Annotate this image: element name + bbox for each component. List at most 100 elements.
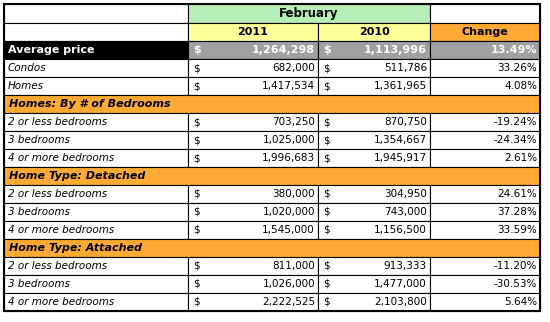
Text: $: $: [323, 135, 329, 145]
Text: Homes: By # of Bedrooms: Homes: By # of Bedrooms: [9, 99, 170, 109]
Bar: [188, 185, 318, 203]
Text: $: $: [323, 153, 329, 163]
Text: $: $: [323, 45, 331, 55]
Bar: [188, 257, 318, 275]
Text: 2010: 2010: [359, 27, 389, 37]
Bar: [430, 293, 540, 311]
Bar: [188, 113, 318, 131]
Bar: [4, 4, 188, 23]
Bar: [4, 149, 188, 167]
Text: 2011: 2011: [238, 27, 268, 37]
Bar: [4, 77, 188, 95]
Bar: [188, 59, 318, 77]
Text: 1,156,500: 1,156,500: [374, 225, 427, 235]
Bar: [430, 221, 540, 239]
Bar: [318, 293, 430, 311]
Bar: [4, 257, 188, 275]
Text: 682,000: 682,000: [272, 63, 315, 73]
Bar: [4, 203, 188, 221]
Text: 3 bedrooms: 3 bedrooms: [8, 207, 70, 217]
Bar: [430, 149, 540, 167]
Bar: [430, 23, 540, 41]
Text: 33.59%: 33.59%: [497, 225, 537, 235]
Text: 1,113,996: 1,113,996: [364, 45, 427, 55]
Bar: [188, 149, 318, 167]
Text: $: $: [193, 135, 200, 145]
Text: 511,786: 511,786: [384, 63, 427, 73]
Text: -11.20%: -11.20%: [494, 261, 537, 271]
Text: $: $: [323, 279, 329, 289]
Text: 4 or more bedrooms: 4 or more bedrooms: [8, 297, 114, 307]
Text: $: $: [193, 45, 201, 55]
Text: -30.53%: -30.53%: [494, 279, 537, 289]
Bar: [318, 221, 430, 239]
Text: -24.34%: -24.34%: [493, 135, 537, 145]
Text: 33.26%: 33.26%: [497, 63, 537, 73]
Bar: [430, 185, 540, 203]
Bar: [4, 293, 188, 311]
Bar: [4, 185, 188, 203]
Bar: [318, 149, 430, 167]
Bar: [4, 239, 540, 257]
Bar: [430, 77, 540, 95]
Text: 1,996,683: 1,996,683: [262, 153, 315, 163]
Text: $: $: [323, 63, 329, 73]
Text: Change: Change: [461, 27, 508, 37]
Text: $: $: [323, 225, 329, 235]
Text: $: $: [323, 261, 329, 271]
Text: 1,545,000: 1,545,000: [262, 225, 315, 235]
Text: 1,025,000: 1,025,000: [262, 135, 315, 145]
Bar: [188, 203, 318, 221]
Text: 4 or more bedrooms: 4 or more bedrooms: [8, 153, 114, 163]
Text: 2,222,525: 2,222,525: [262, 297, 315, 307]
Bar: [430, 257, 540, 275]
Bar: [318, 257, 430, 275]
Text: $: $: [193, 153, 200, 163]
Bar: [188, 77, 318, 95]
Bar: [4, 59, 188, 77]
Text: $: $: [193, 207, 200, 217]
Text: $: $: [323, 207, 329, 217]
Text: Homes: Homes: [8, 81, 44, 91]
Bar: [188, 41, 318, 59]
Bar: [318, 59, 430, 77]
Text: 304,950: 304,950: [384, 189, 427, 199]
Text: $: $: [193, 117, 200, 127]
Bar: [430, 203, 540, 221]
Text: 4.08%: 4.08%: [504, 81, 537, 91]
Bar: [188, 293, 318, 311]
Text: 1,945,917: 1,945,917: [374, 153, 427, 163]
Text: $: $: [193, 225, 200, 235]
Text: $: $: [193, 279, 200, 289]
Bar: [4, 41, 188, 59]
Text: Home Type: Attached: Home Type: Attached: [9, 243, 142, 253]
Bar: [4, 131, 188, 149]
Text: $: $: [193, 297, 200, 307]
Bar: [188, 131, 318, 149]
Bar: [4, 167, 540, 185]
Text: Condos: Condos: [8, 63, 47, 73]
Bar: [430, 41, 540, 59]
Bar: [318, 203, 430, 221]
Text: 1,264,298: 1,264,298: [252, 45, 315, 55]
Text: $: $: [193, 189, 200, 199]
Text: 3 bedrooms: 3 bedrooms: [8, 135, 70, 145]
Text: 37.28%: 37.28%: [497, 207, 537, 217]
Text: $: $: [323, 117, 329, 127]
Text: 2 or less bedrooms: 2 or less bedrooms: [8, 261, 107, 271]
Text: 380,000: 380,000: [272, 189, 315, 199]
Text: 13.49%: 13.49%: [491, 45, 537, 55]
Bar: [430, 59, 540, 77]
Bar: [430, 275, 540, 293]
Text: 703,250: 703,250: [272, 117, 315, 127]
Text: $: $: [193, 63, 200, 73]
Text: 1,354,667: 1,354,667: [374, 135, 427, 145]
Text: 3 bedrooms: 3 bedrooms: [8, 279, 70, 289]
Text: 1,417,534: 1,417,534: [262, 81, 315, 91]
Bar: [188, 4, 430, 23]
Bar: [318, 275, 430, 293]
Text: 2 or less bedrooms: 2 or less bedrooms: [8, 189, 107, 199]
Text: 743,000: 743,000: [384, 207, 427, 217]
Bar: [188, 221, 318, 239]
Text: $: $: [323, 297, 329, 307]
